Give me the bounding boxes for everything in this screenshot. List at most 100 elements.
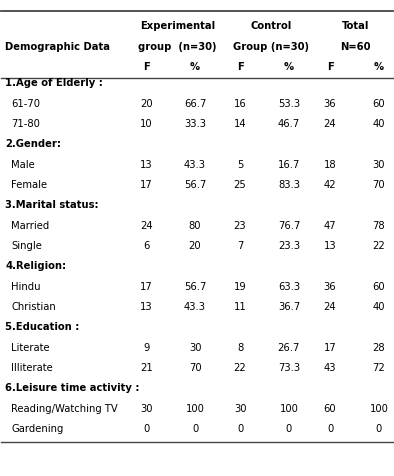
Text: Male: Male xyxy=(11,159,35,169)
Text: 21: 21 xyxy=(140,363,152,373)
Text: 25: 25 xyxy=(234,180,246,190)
Text: 0: 0 xyxy=(327,424,333,434)
Text: 19: 19 xyxy=(234,282,246,292)
Text: 0: 0 xyxy=(286,424,292,434)
Text: 53.3: 53.3 xyxy=(278,99,300,109)
Text: 2.Gender:: 2.Gender: xyxy=(5,139,61,149)
Text: 100: 100 xyxy=(279,404,298,414)
Text: 30: 30 xyxy=(189,343,201,353)
Text: 6: 6 xyxy=(143,241,149,251)
Text: Christian: Christian xyxy=(11,302,56,312)
Text: 36: 36 xyxy=(324,282,336,292)
Text: 47: 47 xyxy=(324,221,336,231)
Text: Female: Female xyxy=(11,180,47,190)
Text: Group (n=30): Group (n=30) xyxy=(233,42,309,52)
Text: Total: Total xyxy=(342,21,369,31)
Text: group  (n=30): group (n=30) xyxy=(138,42,217,52)
Text: 30: 30 xyxy=(373,159,385,169)
Text: 3.Marital status:: 3.Marital status: xyxy=(5,200,99,210)
Text: 100: 100 xyxy=(186,404,204,414)
Text: 73.3: 73.3 xyxy=(278,363,300,373)
Text: 66.7: 66.7 xyxy=(184,99,206,109)
Text: 1.Age of Elderly :: 1.Age of Elderly : xyxy=(5,78,103,88)
Text: 6.Leisure time activity :: 6.Leisure time activity : xyxy=(5,384,140,394)
Text: 60: 60 xyxy=(373,282,385,292)
Text: Control: Control xyxy=(251,21,292,31)
Text: 40: 40 xyxy=(373,119,385,129)
Text: 13: 13 xyxy=(324,241,336,251)
Text: 72: 72 xyxy=(373,363,385,373)
Text: 71-80: 71-80 xyxy=(11,119,40,129)
Text: 0: 0 xyxy=(376,424,382,434)
Text: 43.3: 43.3 xyxy=(184,302,206,312)
Text: 78: 78 xyxy=(373,221,385,231)
Text: Gardening: Gardening xyxy=(11,424,63,434)
Text: 28: 28 xyxy=(373,343,385,353)
Text: Literate: Literate xyxy=(11,343,50,353)
Text: 63.3: 63.3 xyxy=(278,282,300,292)
Text: 70: 70 xyxy=(373,180,385,190)
Text: 23: 23 xyxy=(234,221,246,231)
Text: 22: 22 xyxy=(234,363,246,373)
Text: Hindu: Hindu xyxy=(11,282,41,292)
Text: 0: 0 xyxy=(192,424,198,434)
Text: 42: 42 xyxy=(324,180,336,190)
Text: 24: 24 xyxy=(140,221,152,231)
Text: %: % xyxy=(374,62,384,72)
Text: Demographic Data: Demographic Data xyxy=(5,42,110,52)
Text: 22: 22 xyxy=(373,241,385,251)
Text: 4.Religion:: 4.Religion: xyxy=(5,261,67,271)
Text: 11: 11 xyxy=(234,302,246,312)
Text: 80: 80 xyxy=(189,221,201,231)
Text: N=60: N=60 xyxy=(340,42,371,52)
Text: 24: 24 xyxy=(324,302,336,312)
Text: 13: 13 xyxy=(140,302,152,312)
Text: %: % xyxy=(190,62,200,72)
Text: 0: 0 xyxy=(237,424,243,434)
Text: 24: 24 xyxy=(324,119,336,129)
Text: 20: 20 xyxy=(140,99,152,109)
Text: 76.7: 76.7 xyxy=(278,221,300,231)
Text: 61-70: 61-70 xyxy=(11,99,40,109)
Text: Illiterate: Illiterate xyxy=(11,363,53,373)
Text: 60: 60 xyxy=(324,404,336,414)
Text: 17: 17 xyxy=(140,282,152,292)
Text: 26.7: 26.7 xyxy=(278,343,300,353)
Text: 30: 30 xyxy=(140,404,152,414)
Text: Single: Single xyxy=(11,241,42,251)
Text: 17: 17 xyxy=(323,343,336,353)
Text: 30: 30 xyxy=(234,404,246,414)
Text: 9: 9 xyxy=(143,343,149,353)
Text: 56.7: 56.7 xyxy=(184,180,206,190)
Text: F: F xyxy=(327,62,333,72)
Text: 16: 16 xyxy=(234,99,246,109)
Text: F: F xyxy=(143,62,149,72)
Text: 70: 70 xyxy=(189,363,201,373)
Text: 83.3: 83.3 xyxy=(278,180,300,190)
Text: 46.7: 46.7 xyxy=(278,119,300,129)
Text: 100: 100 xyxy=(370,404,388,414)
Text: 60: 60 xyxy=(373,99,385,109)
Text: F: F xyxy=(237,62,243,72)
Text: 33.3: 33.3 xyxy=(184,119,206,129)
Text: 13: 13 xyxy=(140,159,152,169)
Text: 7: 7 xyxy=(237,241,243,251)
Text: 56.7: 56.7 xyxy=(184,282,206,292)
Text: 16.7: 16.7 xyxy=(278,159,300,169)
Text: 20: 20 xyxy=(189,241,201,251)
Text: 43.3: 43.3 xyxy=(184,159,206,169)
Text: Married: Married xyxy=(11,221,49,231)
Text: 8: 8 xyxy=(237,343,243,353)
Text: 10: 10 xyxy=(140,119,152,129)
Text: 5: 5 xyxy=(237,159,243,169)
Text: 23.3: 23.3 xyxy=(278,241,300,251)
Text: Reading/Watching TV: Reading/Watching TV xyxy=(11,404,118,414)
Text: 0: 0 xyxy=(143,424,149,434)
Text: Experimental: Experimental xyxy=(140,21,215,31)
Text: 17: 17 xyxy=(140,180,152,190)
Text: 40: 40 xyxy=(373,302,385,312)
Text: 43: 43 xyxy=(324,363,336,373)
Text: 36: 36 xyxy=(324,99,336,109)
Text: %: % xyxy=(284,62,294,72)
Text: 18: 18 xyxy=(324,159,336,169)
